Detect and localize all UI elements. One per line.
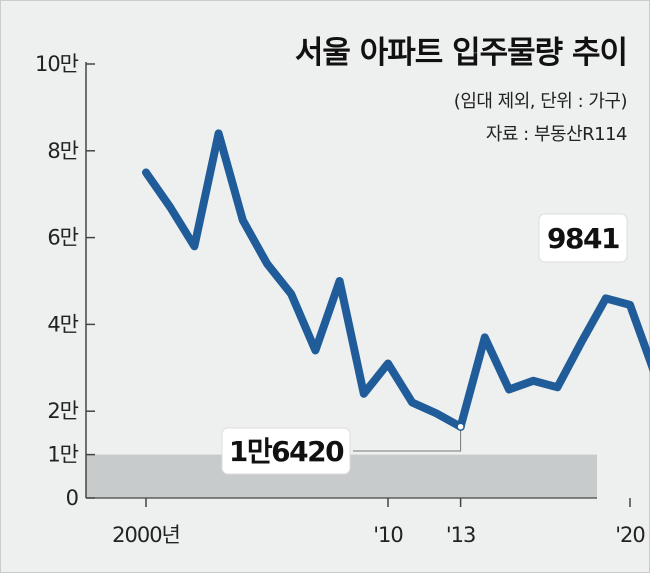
leader-line — [353, 430, 462, 452]
x-tick-label: 2000년 — [112, 523, 180, 547]
annotation-label-2013: 1만6420 — [229, 435, 344, 468]
x-tick-label: '20 — [615, 523, 645, 547]
y-tick-label: 0 — [66, 486, 78, 510]
annotation-label-2024: 9841 — [547, 222, 619, 255]
y-tick-label: 2만 — [47, 399, 78, 423]
x-tick-label: '13 — [446, 523, 476, 547]
x-tick-label: '10 — [373, 523, 403, 547]
annotation-label-2024-box — [538, 213, 628, 263]
annotation-label-2013-box — [221, 427, 351, 475]
chart-source: 자료 : 부동산R114 — [485, 124, 628, 145]
chart-subtitle: (임대 제외, 단위 : 가구) — [453, 91, 628, 112]
y-tick-label: 4만 — [47, 312, 78, 336]
chart-title: 서울 아파트 입주물량 추이 — [294, 35, 628, 71]
data-point-2013 — [456, 422, 465, 431]
y-tick-label: 8만 — [47, 139, 78, 163]
y-tick-label: 6만 — [47, 226, 78, 250]
y-tick-label: 1만 — [47, 443, 78, 467]
y-tick-label: 10만 — [35, 52, 79, 76]
series-line — [142, 129, 650, 431]
